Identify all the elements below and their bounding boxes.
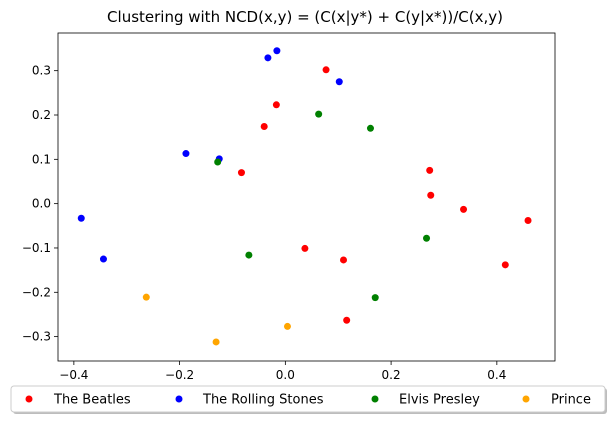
legend-label-the-rolling-stones: The Rolling Stones	[202, 393, 324, 408]
point-the-beatles	[301, 244, 309, 252]
point-elvis-presley	[245, 251, 253, 259]
plot-area	[57, 32, 556, 362]
y-tick-label: −0.1	[22, 241, 51, 255]
point-the-beatles	[340, 256, 348, 264]
y-tick-label: 0.0	[32, 197, 51, 211]
chart-title: Clustering with NCD(x,y) = (C(x|y*) + C(…	[107, 8, 503, 26]
point-elvis-presley	[214, 158, 222, 166]
x-tick-label: −0.4	[59, 368, 88, 382]
point-the-rolling-stones	[99, 255, 107, 263]
y-tick-label: −0.2	[22, 285, 51, 299]
x-tick-label: 0.0	[276, 368, 295, 382]
x-tick-label: −0.2	[165, 368, 194, 382]
point-the-rolling-stones	[77, 214, 85, 222]
legend-marker-prince	[522, 395, 530, 403]
legend-box	[10, 385, 606, 413]
point-elvis-presley	[315, 110, 323, 118]
point-the-rolling-stones	[264, 54, 272, 62]
legend-marker-elvis-presley	[371, 395, 379, 403]
point-prince	[142, 293, 150, 301]
y-tick-label: 0.1	[32, 152, 51, 166]
point-the-beatles	[343, 316, 351, 324]
point-the-rolling-stones	[182, 150, 190, 158]
y-tick-label: 0.2	[32, 108, 51, 122]
data-points	[77, 47, 532, 346]
point-the-beatles	[524, 216, 532, 224]
x-tick-label: 0.2	[382, 368, 401, 382]
point-the-beatles	[237, 169, 245, 177]
point-elvis-presley	[423, 234, 431, 242]
point-prince	[212, 338, 220, 346]
legend-marker-the-rolling-stones	[175, 395, 183, 403]
y-tick-label: −0.3	[22, 330, 51, 344]
y-tick-label: 0.3	[32, 64, 51, 78]
point-elvis-presley	[371, 294, 379, 302]
point-the-rolling-stones	[273, 47, 281, 55]
plot-frame	[57, 32, 556, 362]
point-the-beatles	[427, 191, 435, 199]
point-the-beatles	[260, 123, 268, 131]
legend-label-the-beatles: The Beatles	[53, 393, 131, 408]
point-the-beatles	[501, 261, 509, 269]
legend-label-prince: Prince	[551, 393, 591, 408]
point-elvis-presley	[366, 124, 374, 132]
point-prince	[283, 322, 291, 330]
x-tick-label: 0.4	[487, 368, 506, 382]
point-the-beatles	[322, 66, 330, 74]
legend-marker-the-beatles	[25, 395, 33, 403]
point-the-beatles	[272, 101, 280, 109]
y-axis: 0.3 0.2 0.1 0.0 −0.1 −0.2 −0.3	[22, 64, 58, 344]
legend-label-elvis-presley: Elvis Presley	[399, 393, 480, 408]
point-the-beatles	[426, 166, 434, 174]
x-axis: −0.4 −0.2 0.0 0.2 0.4	[59, 361, 506, 382]
point-the-rolling-stones	[335, 78, 343, 86]
legend: The Beatles The Rolling Stones Elvis Presl…	[10, 385, 607, 414]
point-the-beatles	[460, 205, 468, 213]
